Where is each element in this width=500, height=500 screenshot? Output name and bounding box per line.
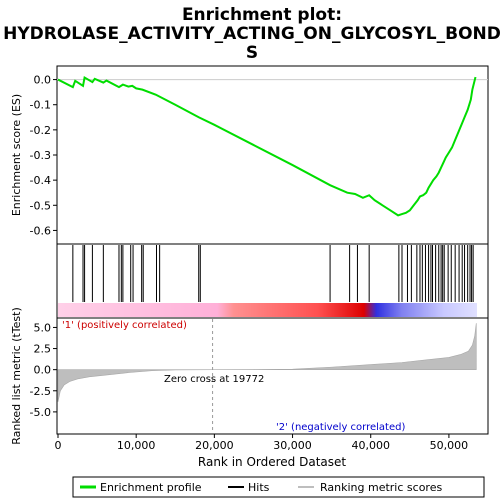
metric-panel-frame [56, 317, 489, 435]
metric-y-tick-label: 2.5 [34, 343, 52, 356]
metric-y-axis-label: Ranked list metric (tTest) [10, 307, 23, 444]
ranking-gradient-bar [58, 303, 477, 317]
chart-title-line1: Enrichment plot: [182, 5, 342, 25]
enrichment-profile-polyline [57, 75, 477, 217]
chart-title-line2: HYDROLASE_ACTIVITY_ACTING_ON_GLYCOSYL_BO… [3, 24, 500, 44]
es-y-tick-label: -0.3 [30, 149, 51, 162]
enrichment-profile-line [57, 75, 477, 217]
metric-y-tick-label: 5.0 [34, 321, 52, 334]
x-tick-label: 20,000 [195, 439, 234, 452]
legend-hits-label: Hits [248, 481, 270, 494]
legend-profile-label: Enrichment profile [100, 481, 202, 494]
legend-metric-label: Ranking metric scores [320, 481, 442, 494]
es-y-axis-label: Enrichment score (ES) [10, 94, 23, 216]
legend-box [72, 476, 485, 498]
zero-cross-label: Zero cross at 19772 [164, 374, 264, 385]
es-y-tick-label: 0.0 [34, 74, 52, 87]
negative-correlation-label: '2' (negatively correlated) [276, 422, 405, 433]
x-tick-label: 40,000 [351, 439, 390, 452]
positive-correlation-label: '1' (positively correlated) [62, 320, 187, 331]
metric-y-tick-label: -5.0 [30, 406, 51, 419]
es-y-tick-label: -0.5 [30, 199, 51, 212]
es-y-tick-label: -0.1 [30, 99, 51, 112]
x-tick-label: 0 [55, 439, 62, 452]
x-tick-label: 30,000 [273, 439, 312, 452]
metric-y-tick-label: -2.5 [30, 385, 51, 398]
es-y-tick-label: -0.4 [30, 174, 51, 187]
chart-title-line3: S [246, 43, 258, 63]
metric-y-tick-label: 0.0 [34, 364, 52, 377]
ranking-metric-fill [57, 323, 477, 402]
rank-x-axis: 0 10,000 20,000 30,000 40,000 50,000 [55, 434, 469, 452]
metric-y-axis: 5.0 2.5 0.0 -2.5 -5.0 [30, 321, 57, 419]
x-tick-label: 10,000 [117, 439, 156, 452]
es-y-tick-label: -0.6 [30, 224, 51, 237]
hit-markers [72, 245, 474, 302]
es-y-axis: 0.0 -0.1 -0.2 -0.3 -0.4 -0.5 -0.6 [30, 74, 488, 237]
es-y-tick-label: -0.2 [30, 124, 51, 137]
x-tick-label: 50,000 [430, 439, 469, 452]
x-axis-label: Rank in Ordered Dataset [198, 455, 346, 469]
ranking-metric-area [57, 323, 477, 402]
